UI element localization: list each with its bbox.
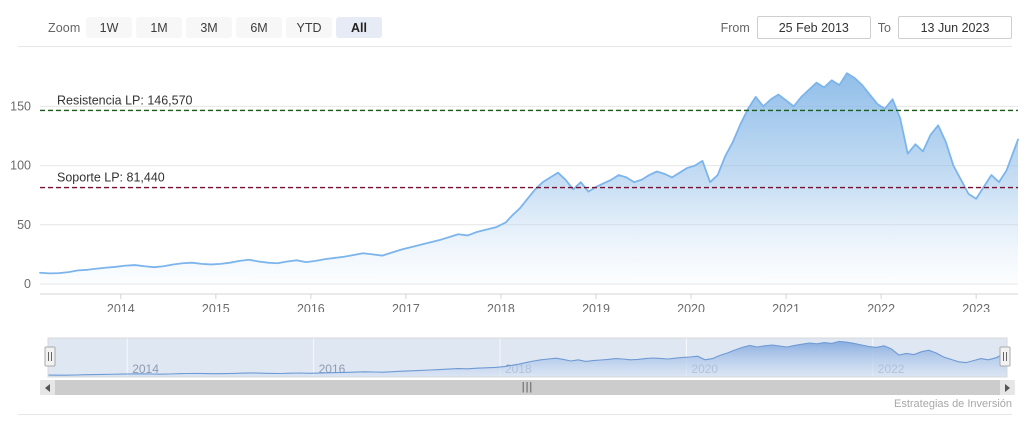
y-axis-tick-50: 50 [17,218,31,232]
zoom-button-1m[interactable]: 1M [136,17,182,38]
from-label: From [720,20,750,35]
footer-divider [18,414,1012,415]
y-axis-tick-100: 100 [10,159,31,173]
y-axis-tick-0: 0 [24,277,31,291]
zoom-button-6m[interactable]: 6M [236,17,282,38]
navigator-mini-chart[interactable]: 20142016201820202022 [0,333,1030,385]
x-axis-tick-2015: 2015 [202,302,230,312]
to-label: To [877,20,891,35]
price-line [39,72,1019,275]
main-plot[interactable]: 0 50 100 150 Resistencia LP: 146,570 Soporte … [0,47,1030,312]
navigator-scrollbar[interactable]: ||| [40,380,1015,395]
toolbar-divider [18,46,1012,47]
x-axis-tick-2021: 2021 [772,302,800,312]
zoom-label: Zoom [48,21,81,35]
zoom-button-ytd[interactable]: YTD [286,17,332,38]
date-range-group: From 25 Feb 2013 To 13 Jun 2023 [721,16,1012,39]
navigator-area-fill [48,341,1007,377]
y-axis-tick-150: 150 [10,99,31,113]
range-selector-bar: Zoom 1W 1M 3M 6M YTD All From 25 Feb 2013 To … [0,0,1030,47]
x-axis-tick-2017: 2017 [392,302,420,312]
zoom-button-group: 1W 1M 3M 6M YTD All [86,17,382,38]
x-axis-tick-2014: 2014 [107,302,135,312]
zoom-button-3m[interactable]: 3M [186,17,232,38]
x-axis-tick-2019: 2019 [582,302,610,312]
x-axis-tick-2020: 2020 [677,302,705,312]
from-date-input[interactable]: 25 Feb 2013 [756,16,871,39]
navigator-handle-left[interactable] [44,346,56,367]
to-date-input[interactable]: 13 Jun 2023 [898,16,1012,39]
watermark-credit: Estrategias de Inversión [893,398,1012,410]
x-axis-tick-2022: 2022 [867,302,895,312]
zoom-button-all[interactable]: All [336,17,382,38]
zoom-button-1w[interactable]: 1W [86,17,132,38]
navigator[interactable]: 20142016201820202022 [0,333,1030,385]
scrollbar-grip[interactable]: ||| [521,381,534,393]
x-axis-tick-2018: 2018 [487,302,515,312]
annotation-label-soporte: Soporte LP: 81,440 [57,171,165,185]
price-area-chart[interactable]: 0 50 100 150 Resistencia LP: 146,570 Soporte … [0,47,1030,312]
annotation-label-resistencia: Resistencia LP: 146,570 [57,93,193,107]
scroll-left-arrow-icon[interactable] [40,380,55,395]
scroll-right-arrow-icon[interactable] [1000,380,1015,395]
price-area-fill [40,73,1018,285]
navigator-line [47,340,1008,376]
x-axis-tick-2016: 2016 [297,302,325,312]
navigator-handle-right[interactable] [999,346,1011,367]
x-axis-tick-2023: 2023 [962,302,990,312]
navigator-tick-2014: 2014 [132,362,159,376]
